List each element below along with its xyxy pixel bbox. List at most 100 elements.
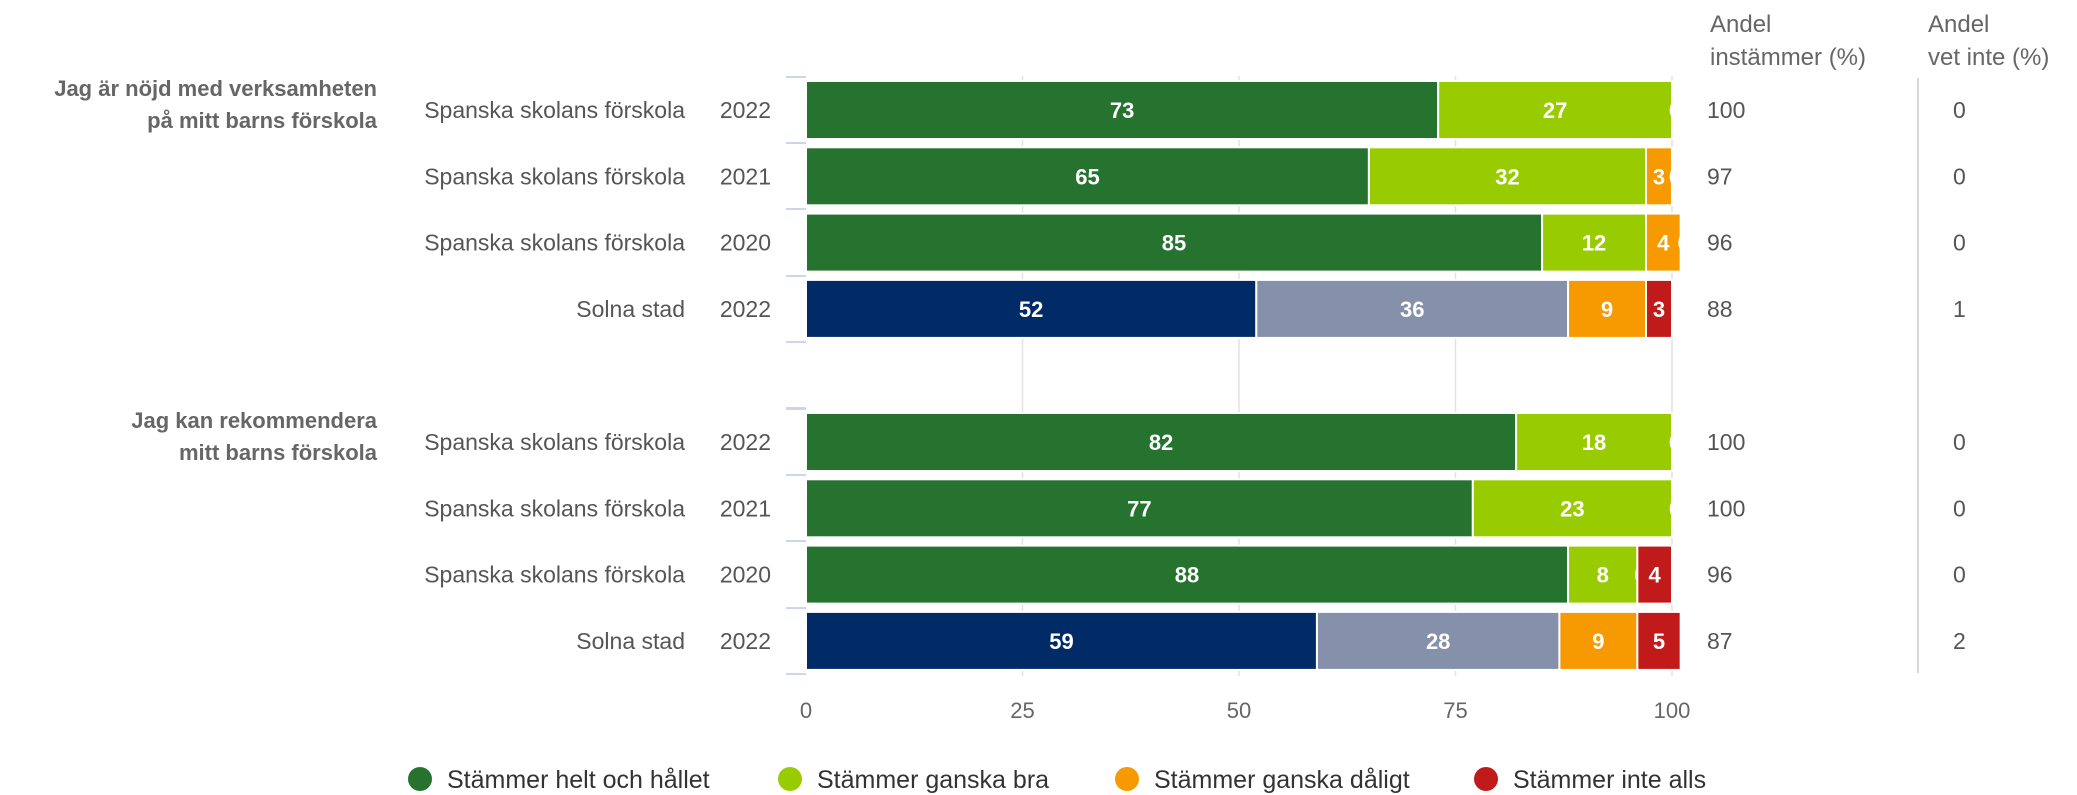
bar-data-label: 65 xyxy=(1075,164,1099,189)
bar-data-label: 36 xyxy=(1400,297,1424,322)
bar-segment xyxy=(1515,412,1673,472)
row-unit-label: Spanska skolans förskola xyxy=(424,163,685,189)
x-axis: 0 25 50 75 100 xyxy=(786,76,1691,723)
bar-data-label: 77 xyxy=(1127,496,1151,521)
bar-data-label: 4 xyxy=(1649,563,1662,588)
bar-segment xyxy=(1636,544,1673,605)
legend-marker xyxy=(408,767,432,791)
bar-data-label: 73 xyxy=(1110,98,1134,123)
legend-item: Stämmer ganska bra xyxy=(778,766,1049,794)
x-tick-label: 0 xyxy=(800,698,812,723)
bar-data-label: 8 xyxy=(1597,563,1609,588)
bar-segment xyxy=(1315,610,1561,671)
bar-segment xyxy=(805,278,1258,339)
bar-segment xyxy=(1367,146,1648,207)
bar-segment xyxy=(1437,80,1674,140)
legend-marker xyxy=(1115,767,1139,791)
dontknow-column-header: vet inte (%) xyxy=(1928,44,2049,71)
bar-segment xyxy=(805,610,1318,671)
x-tick-label: 50 xyxy=(1227,698,1251,723)
bar-data-label: 28 xyxy=(1426,629,1450,654)
legend-label: Stämmer ganska bra xyxy=(817,766,1049,794)
agree-column-header: Andel xyxy=(1710,11,1771,38)
x-tick-label: 25 xyxy=(1010,698,1034,723)
legend-label: Stämmer inte alls xyxy=(1513,766,1706,794)
row-year-label: 2022 xyxy=(720,429,771,455)
bar-segment xyxy=(1645,278,1674,339)
question-label: Jag kan rekommendera xyxy=(131,408,378,433)
bar-data-label: 82 xyxy=(1149,430,1173,455)
row-unit-label: Spanska skolans förskola xyxy=(424,562,685,588)
bar-data-label: 0 xyxy=(1669,496,1681,521)
agree-value: 97 xyxy=(1707,163,1733,189)
legend-marker xyxy=(1474,767,1498,791)
dontknow-value: 0 xyxy=(1953,495,1966,521)
dontknow-value: 0 xyxy=(1953,429,1966,455)
row-year-label: 2022 xyxy=(720,296,771,322)
bar-segment xyxy=(1645,146,1674,207)
legend-item: Stämmer ganska dåligt xyxy=(1115,766,1410,794)
row-year-label: 2020 xyxy=(720,230,771,256)
legend-label: Stämmer ganska dåligt xyxy=(1154,766,1410,794)
agree-value: 100 xyxy=(1707,429,1745,455)
dontknow-value: 0 xyxy=(1953,163,1966,189)
bar-segment xyxy=(1636,610,1682,671)
bar-data-label: 12 xyxy=(1582,231,1606,256)
agree-column-header: instämmer (%) xyxy=(1710,44,1866,71)
legend: Stämmer helt och hållet Stämmer ganska br… xyxy=(408,766,1706,794)
legend-marker xyxy=(778,767,802,791)
bar-segment xyxy=(805,80,1440,140)
bar-data-label: 0 xyxy=(1678,231,1690,256)
row-year-label: 2022 xyxy=(720,628,771,654)
bar-segment xyxy=(805,146,1370,207)
row-labels: Jag är nöjd med verksamheten på mitt barn… xyxy=(54,76,771,654)
bar-data-label: 0 xyxy=(1669,164,1681,189)
bar-data-label: 85 xyxy=(1162,231,1186,256)
bar-data-label: 32 xyxy=(1495,164,1519,189)
agree-value: 100 xyxy=(1707,495,1745,521)
question-label: på mitt barns förskola xyxy=(147,108,378,133)
bar-data-label: 0 xyxy=(1669,430,1681,455)
bar-data-label: 3 xyxy=(1653,297,1665,322)
row-unit-label: Solna stad xyxy=(576,628,685,654)
dontknow-value: 2 xyxy=(1953,628,1966,654)
question-label: mitt barns förskola xyxy=(179,440,378,465)
dontknow-value: 0 xyxy=(1953,97,1966,123)
x-tick-label: 75 xyxy=(1443,698,1467,723)
legend-label: Stämmer helt och hållet xyxy=(447,766,710,794)
legend-item: Stämmer inte alls xyxy=(1474,766,1706,794)
bar-segment xyxy=(1645,212,1682,273)
bar-segment xyxy=(1567,544,1639,605)
agree-value: 87 xyxy=(1707,628,1733,654)
bar-segment xyxy=(1558,610,1639,671)
bar-segment xyxy=(1471,478,1673,539)
dontknow-value: 0 xyxy=(1953,230,1966,256)
bar-segment xyxy=(805,212,1544,273)
dontknow-column-header: Andel xyxy=(1928,11,1989,38)
bar-segment xyxy=(1255,278,1570,339)
agree-value: 88 xyxy=(1707,296,1733,322)
x-tick-label: 100 xyxy=(1654,698,1691,723)
row-unit-label: Spanska skolans förskola xyxy=(424,495,685,521)
bar-data-label: 59 xyxy=(1049,629,1073,654)
legend-item: Stämmer helt och hållet xyxy=(408,766,710,794)
bar-data-label: 0 xyxy=(1669,98,1681,123)
row-year-label: 2021 xyxy=(720,495,771,521)
bar-data-label: 52 xyxy=(1019,297,1043,322)
row-unit-label: Spanska skolans förskola xyxy=(424,429,685,455)
dontknow-value: 1 xyxy=(1953,296,1966,322)
row-unit-label: Spanska skolans förskola xyxy=(424,230,685,256)
bar-data-label: 4 xyxy=(1657,231,1670,256)
agree-value: 96 xyxy=(1707,230,1733,256)
bar-data-label: 9 xyxy=(1601,297,1613,322)
bars: 7327065323085124052369382180772308880459… xyxy=(805,80,1690,671)
row-unit-label: Spanska skolans förskola xyxy=(424,97,685,123)
bar-data-label: 27 xyxy=(1543,98,1567,123)
bar-segment xyxy=(805,412,1518,472)
bar-segment xyxy=(1567,278,1648,339)
bar-data-label: 88 xyxy=(1175,563,1199,588)
bar-data-label: 23 xyxy=(1560,496,1584,521)
agree-value: 96 xyxy=(1707,562,1733,588)
